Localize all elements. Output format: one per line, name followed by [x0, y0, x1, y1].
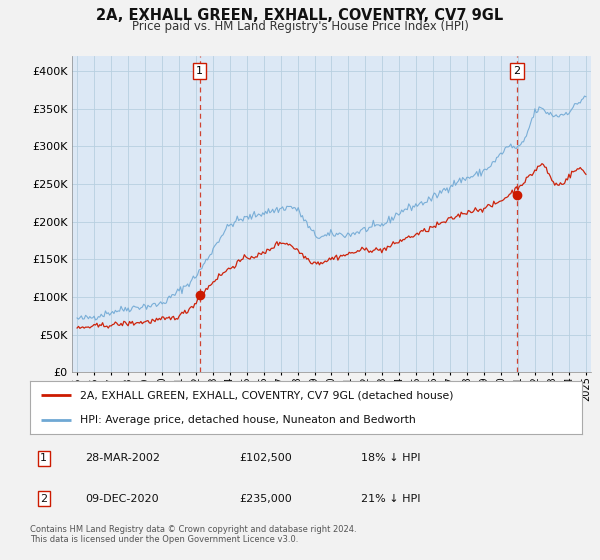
Text: 1: 1	[196, 66, 203, 76]
Text: 2A, EXHALL GREEN, EXHALL, COVENTRY, CV7 9GL (detached house): 2A, EXHALL GREEN, EXHALL, COVENTRY, CV7 …	[80, 390, 453, 400]
Text: £102,500: £102,500	[240, 453, 293, 463]
Text: 21% ↓ HPI: 21% ↓ HPI	[361, 494, 421, 504]
Text: 18% ↓ HPI: 18% ↓ HPI	[361, 453, 421, 463]
Text: 1: 1	[40, 453, 47, 463]
Text: Price paid vs. HM Land Registry's House Price Index (HPI): Price paid vs. HM Land Registry's House …	[131, 20, 469, 32]
Text: Contains HM Land Registry data © Crown copyright and database right 2024.: Contains HM Land Registry data © Crown c…	[30, 525, 356, 534]
Text: HPI: Average price, detached house, Nuneaton and Bedworth: HPI: Average price, detached house, Nune…	[80, 414, 415, 424]
Text: 2: 2	[514, 66, 521, 76]
Text: 2: 2	[40, 494, 47, 504]
Text: 09-DEC-2020: 09-DEC-2020	[85, 494, 159, 504]
Text: 2A, EXHALL GREEN, EXHALL, COVENTRY, CV7 9GL: 2A, EXHALL GREEN, EXHALL, COVENTRY, CV7 …	[97, 8, 503, 24]
Text: 28-MAR-2002: 28-MAR-2002	[85, 453, 160, 463]
Text: This data is licensed under the Open Government Licence v3.0.: This data is licensed under the Open Gov…	[30, 535, 298, 544]
Text: £235,000: £235,000	[240, 494, 293, 504]
